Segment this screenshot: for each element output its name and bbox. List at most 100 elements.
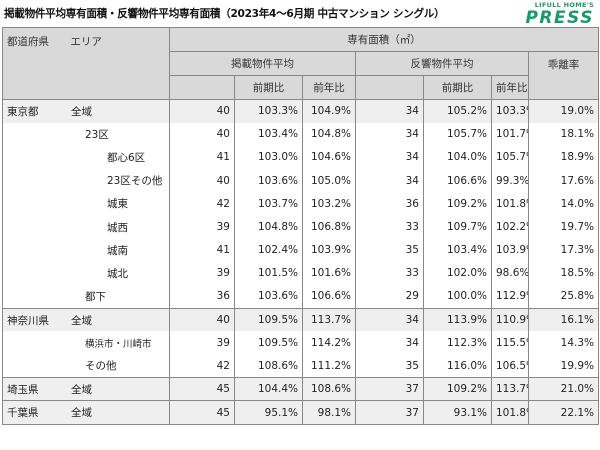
- header-response: 反響物件平均: [355, 51, 529, 76]
- cell-divergence: 18.1%: [527, 122, 600, 146]
- cell-pref-area: 城南: [2, 238, 170, 262]
- header-listed: 掲載物件平均: [169, 51, 356, 76]
- cell-listed-qoq: 103.6%: [234, 285, 303, 309]
- pref-name: 神奈川県: [7, 314, 49, 327]
- area-name: 23区: [85, 128, 109, 141]
- area-name: 城西: [107, 221, 128, 234]
- cell-response-qoq: 113.9%: [423, 307, 492, 332]
- area-name: その他: [85, 360, 117, 373]
- cell-response-qoq: 109.7%: [423, 215, 492, 239]
- header-area: エリア: [70, 36, 102, 48]
- cell-response-avg: 35: [355, 238, 424, 262]
- logo-main-text: PRESS: [525, 8, 594, 28]
- cell-listed-qoq: 104.8%: [234, 215, 303, 239]
- cell-listed-qoq: 109.5%: [234, 307, 303, 332]
- cell-divergence: 14.0%: [527, 192, 600, 216]
- cell-response-avg: 34: [355, 145, 424, 170]
- area-name: 城東: [107, 198, 128, 211]
- cell-response-yoy: 110.9%: [491, 307, 529, 332]
- cell-response-qoq: 109.2%: [423, 192, 492, 216]
- cell-listed-avg: 39: [169, 331, 235, 355]
- cell-pref-area: 23区その他: [2, 169, 170, 193]
- cell-pref-area: 千葉県 全域: [2, 400, 170, 425]
- cell-listed-yoy: 105.0%: [302, 169, 356, 193]
- table-row: 23区その他 40 103.6% 105.0% 34 106.6% 99.3% 17.6%: [2, 169, 600, 193]
- cell-listed-qoq: 103.7%: [234, 192, 303, 216]
- area-name: 都下: [85, 290, 106, 303]
- cell-divergence: 19.0%: [527, 98, 600, 123]
- cell-listed-avg: 42: [169, 354, 235, 378]
- cell-response-qoq: 116.0%: [423, 354, 492, 378]
- cell-divergence: 19.7%: [527, 215, 600, 239]
- area-name: 都心6区: [107, 151, 146, 164]
- cell-listed-avg: 41: [169, 145, 235, 170]
- cell-response-qoq: 106.6%: [423, 169, 492, 193]
- cell-listed-yoy: 101.6%: [302, 261, 356, 285]
- cell-response-qoq: 105.2%: [423, 98, 492, 123]
- cell-divergence: 17.3%: [527, 238, 600, 262]
- cell-response-yoy: 103.3%: [491, 98, 529, 123]
- cell-response-yoy: 112.9%: [491, 285, 529, 309]
- cell-listed-yoy: 104.6%: [302, 145, 356, 170]
- header-listed-yoy: 前年比: [302, 75, 356, 100]
- cell-response-yoy: 113.7%: [491, 377, 529, 401]
- cell-response-avg: 29: [355, 285, 424, 309]
- cell-response-qoq: 109.2%: [423, 377, 492, 401]
- cell-divergence: 25.8%: [527, 285, 600, 309]
- cell-listed-yoy: 98.1%: [302, 400, 356, 425]
- cell-listed-qoq: 104.4%: [234, 377, 303, 401]
- cell-listed-qoq: 102.4%: [234, 238, 303, 262]
- pref-name: 東京都: [7, 105, 39, 118]
- cell-pref-area: 埼玉県 全域: [2, 377, 170, 401]
- cell-listed-avg: 45: [169, 377, 235, 401]
- cell-listed-avg: 39: [169, 215, 235, 239]
- cell-listed-avg: 36: [169, 285, 235, 309]
- cell-divergence: 22.1%: [527, 400, 600, 425]
- cell-pref-area: 城東: [2, 192, 170, 216]
- cell-divergence: 19.9%: [527, 354, 600, 378]
- cell-response-qoq: 100.0%: [423, 285, 492, 309]
- cell-response-yoy: 102.2%: [491, 215, 529, 239]
- cell-response-avg: 36: [355, 192, 424, 216]
- cell-listed-avg: 45: [169, 400, 235, 425]
- cell-pref-area: 神奈川県 全域: [2, 307, 170, 332]
- cell-listed-qoq: 109.5%: [234, 331, 303, 355]
- cell-pref-area: 東京都 全域: [2, 98, 170, 123]
- cell-divergence: 18.5%: [527, 261, 600, 285]
- cell-listed-qoq: 103.0%: [234, 145, 303, 170]
- cell-pref-area: 23区: [2, 122, 170, 146]
- cell-listed-qoq: 103.4%: [234, 122, 303, 146]
- cell-pref-area: 城西: [2, 215, 170, 239]
- cell-divergence: 14.3%: [527, 331, 600, 355]
- cell-listed-avg: 39: [169, 261, 235, 285]
- cell-divergence: 16.1%: [527, 307, 600, 332]
- area-name: 全域: [71, 407, 92, 420]
- cell-listed-qoq: 101.5%: [234, 261, 303, 285]
- cell-listed-qoq: 95.1%: [234, 400, 303, 425]
- cell-listed-yoy: 103.2%: [302, 192, 356, 216]
- header-divergence: 乖離率: [527, 51, 600, 100]
- cell-listed-yoy: 104.8%: [302, 122, 356, 146]
- cell-response-qoq: 105.7%: [423, 122, 492, 146]
- cell-response-avg: 37: [355, 400, 424, 425]
- cell-response-qoq: 104.0%: [423, 145, 492, 170]
- pref-name: 千葉県: [7, 407, 39, 420]
- cell-listed-avg: 42: [169, 192, 235, 216]
- cell-listed-yoy: 103.9%: [302, 238, 356, 262]
- cell-response-qoq: 102.0%: [423, 261, 492, 285]
- cell-divergence: 17.6%: [527, 169, 600, 193]
- area-name: 横浜市・川崎市: [85, 338, 152, 350]
- cell-response-yoy: 103.9%: [491, 238, 529, 262]
- area-name: 全域: [71, 105, 92, 118]
- cell-listed-yoy: 106.6%: [302, 285, 356, 309]
